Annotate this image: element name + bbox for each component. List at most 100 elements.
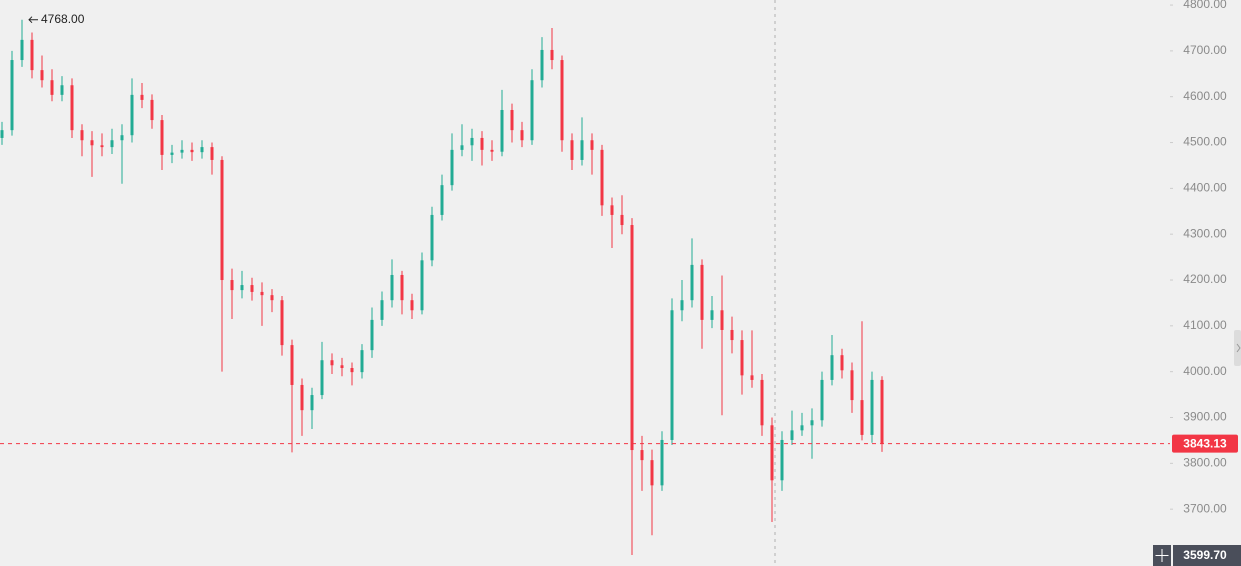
- candle-body: [540, 49, 544, 81]
- candle-body: [640, 450, 644, 461]
- candle-body: [620, 214, 624, 226]
- crosshair-price-label: 3599.70: [1183, 548, 1227, 562]
- candle-body: [0, 130, 4, 138]
- max-label: 4768.00: [41, 12, 85, 26]
- candle-body: [690, 264, 694, 301]
- candle-body: [140, 94, 144, 100]
- side-handle-arrow: [1236, 343, 1241, 353]
- y-tick-label: 3800.00: [1183, 456, 1227, 470]
- candle-body: [570, 140, 574, 160]
- y-tick-label: 4000.00: [1183, 364, 1227, 378]
- candle-body: [480, 137, 484, 150]
- candle-body: [210, 147, 214, 160]
- y-tick-label: 4300.00: [1183, 226, 1227, 240]
- candle-body: [820, 379, 824, 421]
- candle-body: [860, 400, 864, 435]
- candle-body: [440, 185, 444, 215]
- candle-body: [80, 130, 84, 141]
- candle-body: [490, 149, 494, 152]
- candle-body: [400, 274, 404, 301]
- candle-body: [410, 300, 414, 311]
- candle-body: [190, 149, 194, 153]
- side-handle[interactable]: [1234, 330, 1241, 366]
- candle-body: [630, 225, 634, 451]
- y-tick-label: 4800.00: [1183, 0, 1227, 11]
- candle-body: [130, 94, 134, 136]
- candle-body: [700, 264, 704, 320]
- candle-body: [660, 439, 664, 486]
- candle-body: [250, 285, 254, 292]
- y-tick-label: 3700.00: [1183, 501, 1227, 515]
- candle-body: [390, 274, 394, 301]
- candle-body: [510, 109, 514, 131]
- candle-body: [320, 360, 324, 396]
- candle-body: [370, 319, 374, 351]
- current-price-box: [1172, 434, 1238, 453]
- candle-body: [610, 205, 614, 215]
- candle-body: [40, 70, 44, 81]
- candle-body: [650, 460, 654, 486]
- candle-body: [270, 295, 274, 301]
- candle-body: [10, 60, 14, 131]
- candle-body: [350, 368, 354, 373]
- candle-body: [780, 439, 784, 481]
- candle-body: [120, 135, 124, 141]
- candle-body: [580, 140, 584, 160]
- candle-body: [110, 140, 114, 148]
- candle-body: [710, 310, 714, 320]
- candle-body: [290, 345, 294, 385]
- crosshair-plus: [1155, 549, 1169, 562]
- candle-body: [880, 379, 884, 444]
- candle-body: [380, 300, 384, 320]
- candle-body: [830, 355, 834, 380]
- candle-body: [670, 310, 674, 440]
- candle-body: [180, 149, 184, 153]
- candle-body: [680, 300, 684, 311]
- candle-body: [280, 300, 284, 346]
- candle-body: [170, 152, 174, 155]
- candle-body: [160, 120, 164, 155]
- candle-body: [330, 360, 334, 366]
- candle-body: [500, 109, 504, 152]
- candle-body: [840, 355, 844, 371]
- candle-body: [550, 49, 554, 61]
- candle-body: [460, 145, 464, 150]
- candle-body: [200, 147, 204, 153]
- candle-body: [800, 425, 804, 431]
- candle-body: [90, 140, 94, 146]
- candle-body: [230, 280, 234, 291]
- candle-body: [750, 375, 754, 380]
- candle-body: [560, 60, 564, 141]
- y-tick-label: 4200.00: [1183, 272, 1227, 286]
- candle-body: [430, 214, 434, 261]
- candle-body: [790, 430, 794, 440]
- candle-body: [310, 395, 314, 411]
- y-tick-label: 4500.00: [1183, 135, 1227, 149]
- candle-body: [450, 149, 454, 186]
- candle-body: [730, 329, 734, 341]
- candle-body: [520, 130, 524, 141]
- crosshair-price-box: [1173, 545, 1241, 566]
- candle-body: [720, 310, 724, 330]
- candle-body: [420, 260, 424, 311]
- y-tick-label: 4400.00: [1183, 181, 1227, 195]
- y-tick-label: 3900.00: [1183, 410, 1227, 424]
- candle-body: [240, 285, 244, 291]
- candle-body: [740, 340, 744, 376]
- candle-body: [300, 384, 304, 411]
- candle-body: [150, 99, 154, 121]
- candle-body: [70, 85, 74, 131]
- candle-body: [870, 379, 874, 435]
- max-arrow: [28, 16, 38, 24]
- candle-body: [470, 137, 474, 146]
- candle-body: [20, 39, 24, 61]
- candle-body: [530, 80, 534, 141]
- current-price-label: 3843.13: [1183, 437, 1227, 451]
- candle-body: [50, 80, 54, 95]
- candle-body: [770, 425, 774, 481]
- candle-body: [590, 140, 594, 150]
- candle-body: [100, 145, 104, 148]
- y-tick-label: 4700.00: [1183, 43, 1227, 57]
